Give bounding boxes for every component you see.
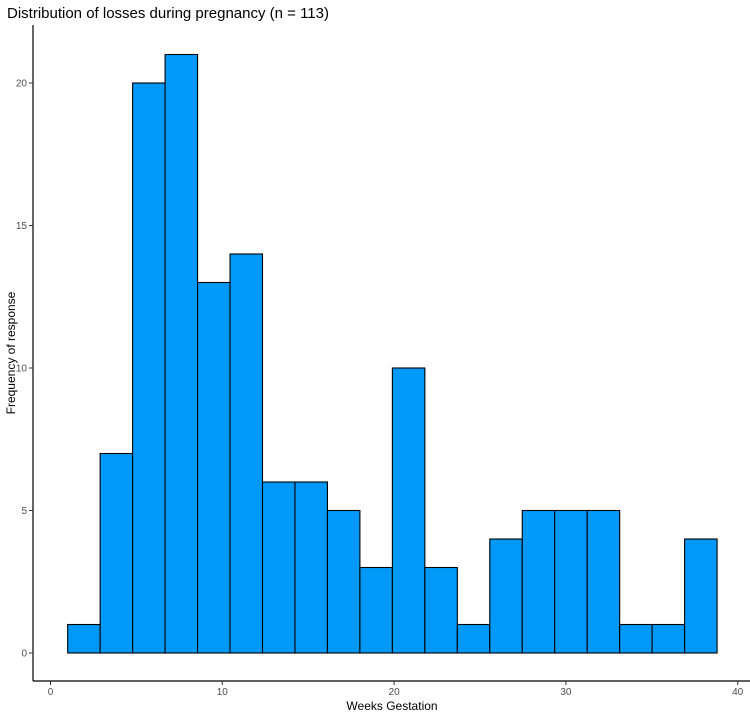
y-tick-label: 5 — [21, 506, 27, 517]
y-axis-label: Frequency of response — [4, 291, 18, 414]
histogram-bar — [489, 538, 523, 654]
histogram-bar — [294, 481, 328, 654]
x-tick-label: 10 — [217, 687, 229, 698]
x-ticks: 0 10 20 30 40 — [48, 681, 744, 698]
histogram-bar — [391, 367, 426, 654]
histogram-bar — [619, 623, 653, 654]
y-tick-label: 15 — [16, 221, 28, 232]
histogram-bar — [229, 253, 264, 654]
histogram-bar — [554, 509, 588, 654]
x-tick-label: 0 — [48, 687, 54, 698]
histogram-bar — [424, 566, 458, 654]
y-tick-label: 0 — [21, 649, 27, 660]
histogram-bar — [359, 566, 393, 654]
x-tick-label: 20 — [389, 687, 401, 698]
y-tick-label: 20 — [16, 79, 28, 90]
histogram-bar — [326, 509, 361, 654]
y-ticks: 0 5 10 15 20 — [16, 79, 33, 660]
histogram-bar — [164, 53, 199, 654]
x-tick-label: 40 — [732, 687, 744, 698]
x-axis-label: Weeks Gestation — [346, 699, 437, 713]
y-tick-label: 10 — [16, 364, 28, 375]
histogram-bar — [197, 281, 231, 654]
histogram-bar — [261, 481, 296, 654]
histogram-bar — [99, 452, 134, 654]
chart-title: Distribution of losses during pregnancy … — [7, 5, 329, 22]
histogram-bar — [684, 538, 718, 654]
histogram-bar — [651, 623, 686, 654]
histogram-bar — [132, 82, 166, 654]
bar-group — [67, 53, 718, 654]
x-tick-label: 30 — [560, 687, 572, 698]
histogram-bar — [521, 509, 556, 654]
histogram-bar — [586, 509, 621, 654]
histogram-bar — [67, 623, 101, 654]
histogram-bar — [456, 623, 491, 654]
